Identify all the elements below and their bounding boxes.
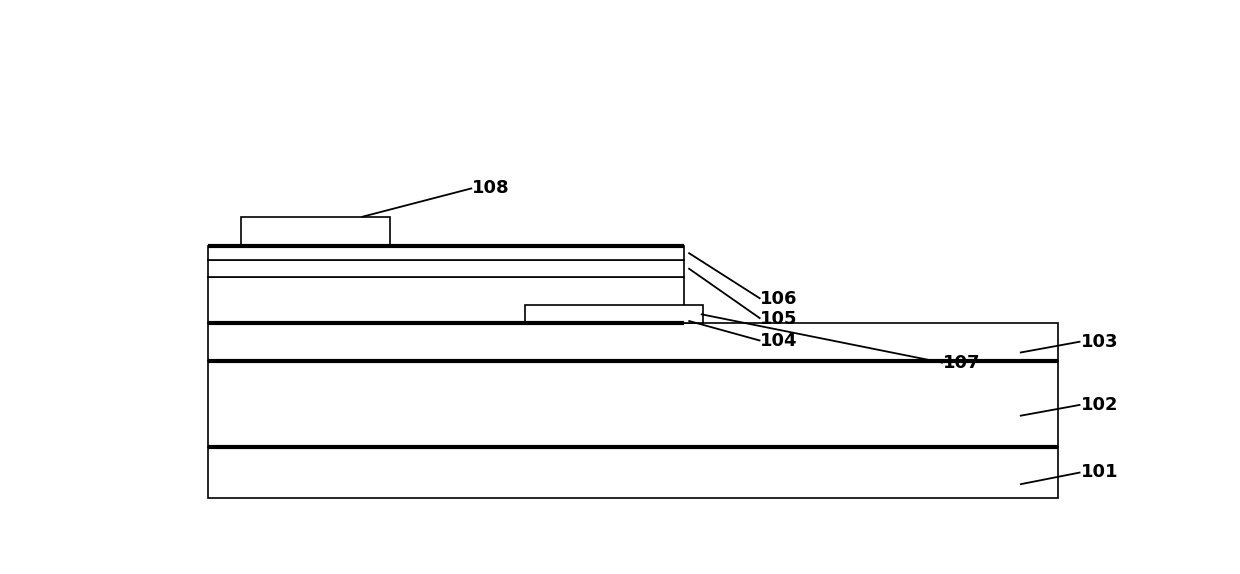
Bar — [208, 246, 683, 260]
Text: 103: 103 — [1080, 332, 1118, 351]
Text: 102: 102 — [1080, 396, 1118, 414]
Text: 108: 108 — [472, 179, 510, 197]
Bar — [208, 360, 1058, 447]
Bar — [208, 323, 1058, 360]
Bar — [208, 277, 683, 323]
Bar — [525, 305, 703, 323]
Bar — [242, 217, 391, 246]
Text: 104: 104 — [760, 332, 797, 350]
Text: 106: 106 — [760, 290, 797, 308]
Bar — [208, 447, 1058, 498]
Text: 107: 107 — [942, 354, 981, 372]
Bar — [208, 260, 683, 277]
Text: 105: 105 — [760, 309, 797, 328]
Text: 101: 101 — [1080, 463, 1118, 482]
